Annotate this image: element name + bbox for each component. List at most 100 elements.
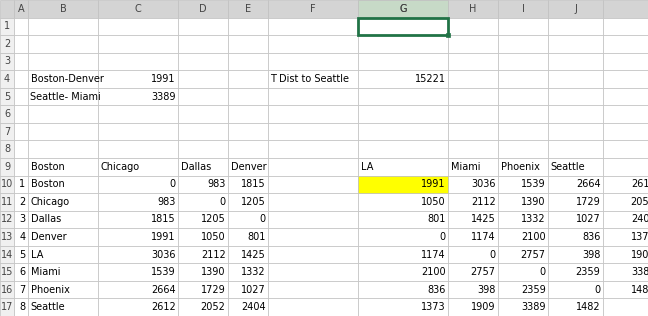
Bar — [268, 123, 358, 140]
Text: 11: 11 — [1, 197, 13, 207]
Bar — [548, 176, 603, 193]
Bar — [14, 176, 28, 193]
Bar — [0, 140, 14, 158]
Bar — [228, 193, 268, 211]
Text: 12: 12 — [1, 215, 13, 224]
Text: 2612: 2612 — [151, 302, 176, 312]
Bar — [358, 0, 448, 18]
Bar — [268, 281, 358, 298]
Bar — [268, 105, 358, 123]
Text: 1205: 1205 — [241, 197, 266, 207]
Bar — [603, 176, 648, 193]
Bar — [603, 105, 648, 123]
Bar — [358, 211, 448, 228]
Text: 1729: 1729 — [576, 197, 601, 207]
Bar — [228, 246, 268, 263]
Bar — [358, 158, 448, 176]
Bar — [228, 88, 268, 105]
Bar — [178, 140, 228, 158]
Text: 1050: 1050 — [421, 197, 446, 207]
Bar — [603, 298, 648, 316]
Bar — [228, 176, 268, 193]
Bar — [603, 140, 648, 158]
Bar — [498, 70, 548, 88]
Bar — [268, 211, 358, 228]
Bar — [548, 0, 603, 18]
Text: 10: 10 — [1, 179, 13, 189]
Bar — [28, 158, 98, 176]
Text: Dallas: Dallas — [30, 215, 61, 224]
Bar — [498, 263, 548, 281]
Bar — [98, 0, 178, 18]
Text: D: D — [199, 4, 207, 14]
Bar — [228, 281, 268, 298]
Bar — [268, 0, 358, 18]
Bar — [268, 18, 358, 35]
Bar — [28, 228, 98, 246]
Bar — [548, 35, 603, 53]
Text: 1174: 1174 — [471, 232, 496, 242]
Bar — [0, 88, 14, 105]
Text: 0: 0 — [259, 215, 266, 224]
Text: Boston: Boston — [30, 162, 64, 172]
Text: 1815: 1815 — [151, 215, 176, 224]
Bar — [228, 0, 268, 18]
Text: 1425: 1425 — [470, 215, 496, 224]
Bar — [28, 35, 98, 53]
Bar — [268, 246, 358, 263]
Text: 1390: 1390 — [521, 197, 546, 207]
Text: 1991: 1991 — [151, 232, 176, 242]
Text: 1050: 1050 — [201, 232, 226, 242]
Text: 3036: 3036 — [471, 179, 496, 189]
Text: Denver: Denver — [231, 162, 266, 172]
Text: 4: 4 — [4, 74, 10, 84]
Text: LA: LA — [30, 250, 43, 259]
Text: F: F — [310, 4, 316, 14]
Bar — [498, 281, 548, 298]
Bar — [358, 35, 448, 53]
Text: 2757: 2757 — [470, 267, 496, 277]
Bar — [14, 246, 28, 263]
Text: G: G — [399, 4, 407, 14]
Text: 0: 0 — [594, 285, 601, 295]
Bar — [358, 228, 448, 246]
Bar — [358, 88, 448, 105]
Bar — [14, 105, 28, 123]
Bar — [178, 158, 228, 176]
Text: 3389: 3389 — [521, 302, 546, 312]
Text: 2664: 2664 — [151, 285, 176, 295]
Bar — [498, 53, 548, 70]
Bar — [228, 18, 268, 35]
Bar — [548, 88, 603, 105]
Text: 13: 13 — [1, 232, 13, 242]
Text: 9: 9 — [4, 162, 10, 172]
Bar — [28, 263, 98, 281]
Bar — [98, 228, 178, 246]
Bar — [28, 0, 98, 18]
Bar — [28, 298, 98, 316]
Bar — [548, 281, 603, 298]
Bar — [548, 193, 603, 211]
Bar — [0, 70, 14, 88]
Bar — [268, 193, 358, 211]
Text: 1909: 1909 — [631, 250, 648, 259]
Bar — [178, 53, 228, 70]
Text: 1373: 1373 — [421, 302, 446, 312]
Text: 983: 983 — [207, 179, 226, 189]
Text: Seattle: Seattle — [551, 162, 585, 172]
Bar — [0, 105, 14, 123]
Text: 1729: 1729 — [201, 285, 226, 295]
Bar — [448, 88, 498, 105]
Text: 1991: 1991 — [151, 74, 176, 84]
Text: B: B — [60, 4, 66, 14]
Bar — [498, 140, 548, 158]
Text: 1174: 1174 — [421, 250, 446, 259]
Bar — [178, 211, 228, 228]
Text: 0: 0 — [220, 197, 226, 207]
Bar — [28, 88, 98, 105]
Bar — [228, 298, 268, 316]
Text: 16: 16 — [1, 285, 13, 295]
Bar — [14, 228, 28, 246]
Bar — [178, 70, 228, 88]
Bar — [98, 140, 178, 158]
